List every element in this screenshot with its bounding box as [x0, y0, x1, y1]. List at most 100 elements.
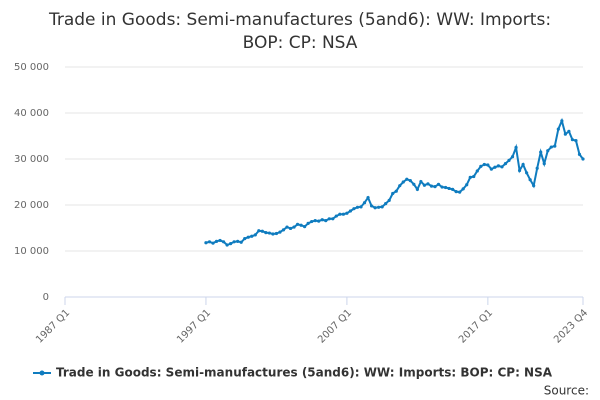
x-tick-label: 2017 Q1 — [457, 307, 495, 345]
point — [207, 240, 212, 244]
point — [408, 179, 412, 183]
point — [570, 138, 575, 142]
y-tick-label: 20 000 — [14, 200, 49, 211]
point — [204, 241, 208, 245]
x-tick-label: 1987 Q1 — [34, 307, 72, 345]
point — [405, 177, 409, 181]
point — [334, 214, 338, 218]
point — [225, 243, 229, 247]
point — [362, 201, 367, 205]
point — [352, 207, 356, 211]
point — [369, 204, 374, 208]
legend-marker — [39, 370, 45, 376]
point — [563, 132, 567, 136]
point — [451, 187, 455, 191]
point — [458, 190, 462, 194]
point — [211, 241, 215, 245]
point — [253, 233, 257, 237]
point — [436, 182, 441, 186]
point — [412, 182, 416, 186]
point — [394, 189, 398, 193]
point — [260, 229, 264, 233]
point — [366, 196, 370, 200]
point — [380, 205, 384, 209]
point — [303, 225, 307, 229]
point — [574, 139, 578, 143]
x-tick-label: 1997 Q1 — [175, 307, 213, 345]
point — [500, 165, 504, 169]
point — [278, 230, 282, 234]
point — [221, 240, 226, 244]
point — [429, 184, 434, 188]
point — [229, 242, 233, 246]
point — [493, 165, 497, 169]
point — [496, 164, 501, 168]
point — [345, 211, 349, 215]
point — [517, 168, 522, 173]
point — [274, 231, 279, 236]
point — [443, 185, 448, 190]
point — [553, 144, 557, 148]
y-tick-label: 10 000 — [14, 246, 49, 257]
point — [313, 219, 317, 223]
point — [232, 240, 236, 244]
point — [465, 183, 469, 187]
point — [489, 167, 493, 171]
point — [549, 145, 553, 149]
point — [454, 190, 458, 194]
point — [532, 184, 536, 188]
point — [377, 205, 381, 209]
point — [264, 231, 268, 235]
point — [239, 240, 243, 244]
point — [514, 145, 518, 150]
y-tick-label: 0 — [43, 292, 49, 303]
y-tick-label: 50 000 — [14, 62, 49, 73]
point — [338, 212, 342, 216]
point — [355, 205, 360, 209]
point — [461, 187, 465, 191]
point — [401, 180, 405, 184]
point — [387, 198, 391, 202]
point — [472, 174, 476, 179]
point — [539, 150, 543, 154]
point — [468, 175, 472, 179]
series-line — [205, 117, 584, 247]
point — [281, 228, 286, 232]
point — [415, 187, 419, 191]
point — [433, 185, 437, 189]
point — [384, 202, 388, 206]
point — [218, 238, 222, 243]
point — [306, 221, 310, 225]
point — [285, 225, 289, 229]
point — [341, 212, 345, 216]
point — [243, 236, 247, 241]
point — [327, 217, 331, 221]
point — [324, 219, 328, 223]
point — [546, 149, 550, 153]
point — [581, 157, 585, 161]
point — [525, 171, 529, 175]
point — [317, 219, 321, 223]
point — [398, 184, 402, 188]
point — [214, 239, 219, 243]
point — [486, 163, 490, 167]
y-tick-label: 30 000 — [14, 154, 49, 165]
point — [246, 235, 250, 239]
point — [482, 162, 486, 167]
point — [521, 162, 525, 167]
point — [542, 162, 546, 166]
legend-label: Trade in Goods: Semi-manufactures (5and6… — [56, 366, 553, 380]
y-tick-label: 40 000 — [14, 108, 49, 119]
point — [560, 119, 564, 123]
point — [257, 229, 261, 233]
x-tick-label: 2007 Q1 — [316, 307, 354, 345]
point — [271, 232, 275, 236]
point — [440, 185, 444, 189]
point — [503, 162, 508, 166]
point — [447, 186, 451, 191]
point — [507, 158, 511, 162]
point — [479, 164, 483, 168]
point — [295, 222, 300, 226]
point — [292, 225, 296, 229]
